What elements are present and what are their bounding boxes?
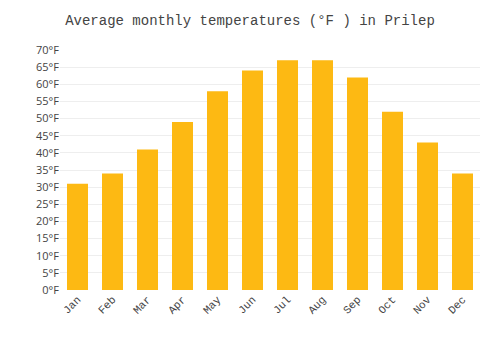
- svg-text:35°F: 35°F: [36, 162, 59, 177]
- svg-text:40°F: 40°F: [36, 145, 59, 160]
- svg-text:65°F: 65°F: [36, 59, 59, 74]
- svg-text:Oct: Oct: [376, 294, 398, 316]
- svg-text:5°F: 5°F: [42, 265, 59, 280]
- svg-text:Jul: Jul: [271, 294, 293, 316]
- svg-text:Jan: Jan: [61, 294, 83, 316]
- svg-text:15°F: 15°F: [36, 230, 59, 245]
- svg-text:Feb: Feb: [96, 294, 118, 316]
- svg-text:20°F: 20°F: [36, 213, 59, 228]
- svg-text:Dec: Dec: [446, 294, 468, 316]
- svg-text:Mar: Mar: [131, 294, 153, 316]
- svg-text:Nov: Nov: [411, 294, 434, 317]
- svg-text:50°F: 50°F: [36, 110, 59, 125]
- svg-text:10°F: 10°F: [36, 248, 59, 263]
- svg-text:70°F: 70°F: [36, 42, 59, 57]
- svg-text:Apr: Apr: [166, 294, 188, 316]
- svg-text:45°F: 45°F: [36, 128, 59, 143]
- svg-text:60°F: 60°F: [36, 76, 59, 91]
- svg-text:0°F: 0°F: [42, 282, 59, 297]
- svg-text:Sep: Sep: [341, 294, 363, 316]
- svg-text:Aug: Aug: [306, 294, 328, 316]
- svg-text:25°F: 25°F: [36, 196, 59, 211]
- svg-text:55°F: 55°F: [36, 93, 59, 108]
- svg-text:May: May: [201, 294, 224, 317]
- svg-text:30°F: 30°F: [36, 179, 59, 194]
- svg-text:Average monthly temperatures (: Average monthly temperatures (°F ) in Pr…: [65, 13, 435, 29]
- svg-text:Jun: Jun: [236, 294, 258, 316]
